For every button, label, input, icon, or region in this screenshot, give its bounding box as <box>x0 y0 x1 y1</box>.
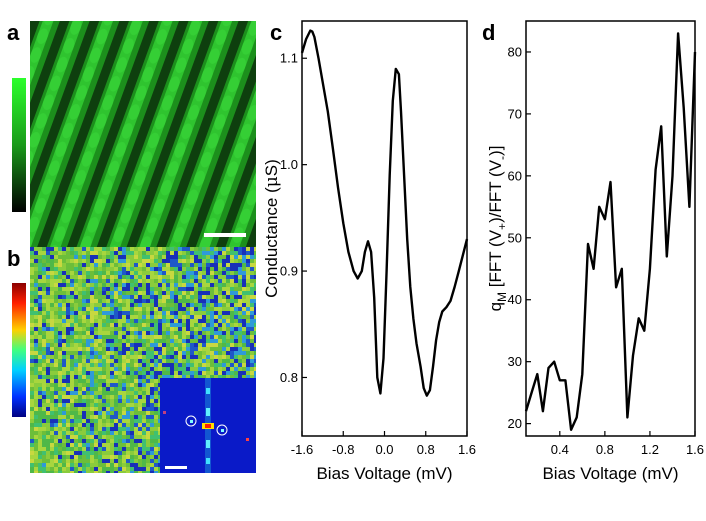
x-axis-label: Bias Voltage (mV) <box>316 464 452 483</box>
y-tick-label: 0.9 <box>280 264 298 279</box>
x-tick-label: 1.6 <box>458 442 476 457</box>
x-tick-label: 0.4 <box>551 442 569 457</box>
y-tick-label: 50 <box>508 230 522 245</box>
y-tick-label: 20 <box>508 416 522 431</box>
x-axis-label: Bias Voltage (mV) <box>542 464 678 483</box>
data-series-line <box>300 29 469 397</box>
y-axis-label: Conductance (μS) <box>262 159 282 298</box>
y-tick-label: 1.1 <box>280 51 298 66</box>
y-tick-label: 0.8 <box>280 370 298 385</box>
x-tick-label: 0.8 <box>596 442 614 457</box>
panel-label-b: b <box>7 246 21 271</box>
y-tick-label: 60 <box>508 168 522 183</box>
x-tick-label: 0.0 <box>375 442 393 457</box>
inset-scale-bar <box>165 466 187 469</box>
y-tick-label: 70 <box>508 106 522 121</box>
x-tick-label: -0.8 <box>332 442 354 457</box>
plot-frame <box>525 20 696 437</box>
qm-chart: 0.4 0.8 1.2 1.6 20 30 40 50 60 70 80 Bias Voltage (… <box>486 20 704 483</box>
scale-bar <box>204 233 246 237</box>
conductance-chart: -1.6 -0.8 0.0 0.8 1.6 0.8 0.9 1.0 1.1 Bias Voltag… <box>262 20 476 483</box>
spectroscopy-map-image <box>30 247 256 473</box>
panel-label-a: a <box>7 20 20 45</box>
panel-label-d: d <box>482 20 496 45</box>
data-series-line <box>524 32 697 431</box>
plot-frame <box>301 20 468 437</box>
colorbar-rainbow <box>12 283 26 417</box>
y-tick-label: 80 <box>508 44 522 59</box>
y-tick-label: 40 <box>508 292 522 307</box>
panel-label-c: c <box>270 20 283 45</box>
colorbar-green <box>12 78 26 212</box>
x-tick-label: 1.2 <box>641 442 659 457</box>
y-axis-label: qM [FFT (V+)/FFT (V-)] <box>486 146 509 312</box>
y-tick-label: 30 <box>508 354 522 369</box>
x-tick-label: -1.6 <box>291 442 313 457</box>
x-tick-label: 0.8 <box>417 442 435 457</box>
topography-image <box>30 21 256 247</box>
x-tick-label: 1.6 <box>686 442 704 457</box>
y-tick-label: 1.0 <box>280 157 298 172</box>
fft-inset <box>160 378 256 473</box>
